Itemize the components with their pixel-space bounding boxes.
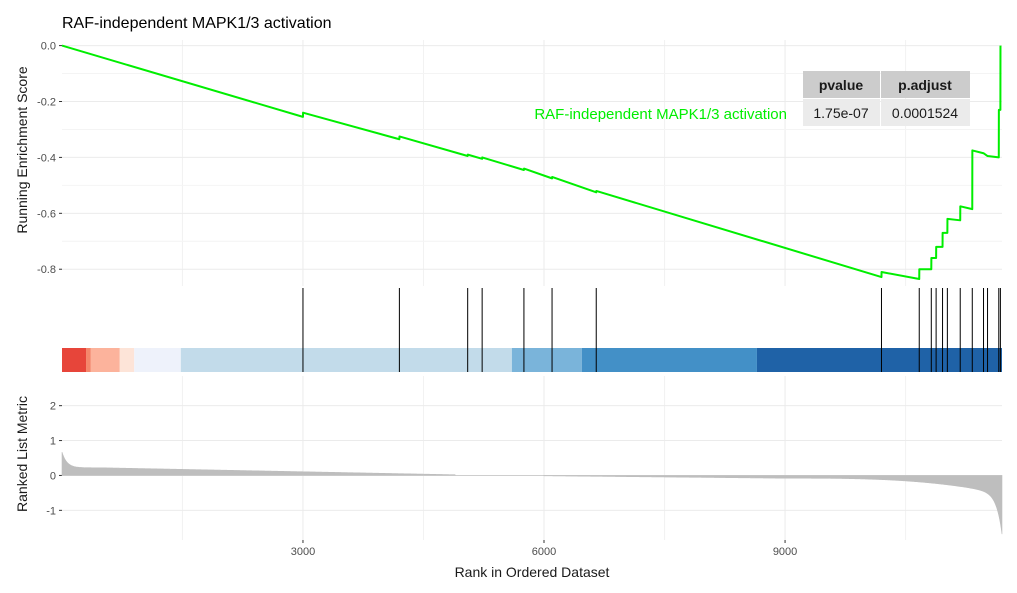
running-score-y-ticks: 0.0 -0.2 -0.4 -0.6 -0.8 bbox=[37, 41, 62, 276]
running-score-y-label: Running Enrichment Score bbox=[14, 66, 30, 234]
table-value-padjust: 0.0001524 bbox=[892, 105, 958, 121]
x-axis-label: Rank in Ordered Dataset bbox=[455, 564, 610, 580]
table-value-pvalue: 1.75e-07 bbox=[813, 105, 868, 121]
running-score-tick-label: -0.6 bbox=[37, 208, 56, 220]
running-score-tick-label: -0.8 bbox=[37, 264, 56, 276]
rank-color-band bbox=[90, 348, 120, 372]
table-row-cell-pvalue bbox=[803, 99, 880, 126]
gene-hit-lines bbox=[302, 288, 1001, 372]
ranked-metric-tick-label: 0 bbox=[50, 470, 56, 482]
x-tick-label: 6000 bbox=[532, 546, 556, 558]
table-header-cell-pvalue bbox=[803, 71, 880, 98]
rank-color-band bbox=[511, 348, 582, 372]
table-row-gene-set-label: RAF-independent MAPK1/3 activation bbox=[534, 106, 787, 123]
table-row-cell-padjust bbox=[881, 99, 970, 126]
x-axis-ticks: 3000 6000 9000 bbox=[291, 540, 797, 558]
x-tick-label: 9000 bbox=[773, 546, 797, 558]
running-score-tick-label: 0.0 bbox=[41, 41, 56, 53]
rank-color-band bbox=[581, 348, 757, 372]
running-score-line bbox=[61, 44, 1002, 281]
running-score-tick-label: -0.4 bbox=[37, 152, 56, 164]
ranked-metric-y-label: Ranked List Metric bbox=[14, 396, 30, 512]
ranked-metric-tick-label: 1 bbox=[50, 436, 56, 448]
ranked-metric-area bbox=[61, 451, 1003, 535]
rank-color-band bbox=[756, 348, 1002, 372]
ranked-metric-gridlines bbox=[62, 376, 1002, 540]
rank-color-bands bbox=[62, 348, 1002, 372]
ranked-metric-tick-label: 2 bbox=[50, 401, 56, 413]
rank-color-band bbox=[180, 348, 512, 372]
table-header-cell-padjust bbox=[881, 71, 970, 98]
stats-table: pvalue p.adjust 1.75e-07 0.0001524 RAF-i… bbox=[534, 71, 970, 126]
rank-color-band bbox=[86, 348, 91, 372]
table-header-padjust: p.adjust bbox=[898, 77, 952, 93]
ranked-metric-tick-label: -1 bbox=[46, 505, 56, 517]
rank-color-band bbox=[134, 348, 181, 372]
rank-color-band bbox=[119, 348, 135, 372]
running-score-line-group bbox=[61, 44, 1002, 281]
chart-title: RAF-independent MAPK1/3 activation bbox=[62, 15, 331, 32]
ranked-metric-fill bbox=[61, 451, 1003, 535]
x-tick-label: 3000 bbox=[291, 546, 315, 558]
ranked-metric-y-ticks: 2 1 0 -1 bbox=[46, 401, 62, 517]
table-header-pvalue: pvalue bbox=[819, 77, 864, 93]
running-score-tick-label: -0.2 bbox=[37, 97, 56, 109]
rank-color-band bbox=[62, 348, 87, 372]
